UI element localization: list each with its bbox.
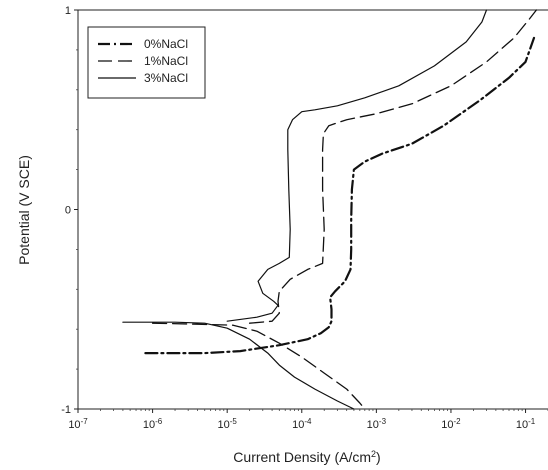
y-axis-title: Potential (V SCE) xyxy=(16,155,32,265)
series-line-0 xyxy=(144,36,536,355)
x-tick-label: 10-4 xyxy=(292,417,312,432)
axes: 10-7 10-6 10-5 10-4 10-3 10-2 10-110-1 xyxy=(61,5,548,431)
legend: 0%NaCl 1%NaCl 3%NaCl xyxy=(87,26,206,99)
x-tick-label: 10-7 xyxy=(68,417,88,432)
legend-label: 3%NaCl xyxy=(144,71,188,85)
legend-label: 1%NaCl xyxy=(144,54,188,68)
x-tick-label: 10-1 xyxy=(516,417,536,432)
legend-label: 0%NaCl xyxy=(144,37,188,51)
series-line-1 xyxy=(151,322,366,410)
y-tick-label: -1 xyxy=(61,404,71,416)
y-tick-label: 0 xyxy=(65,205,71,217)
legend-box xyxy=(87,26,206,99)
series-line-2 xyxy=(122,321,355,410)
x-tick-label: 10-6 xyxy=(143,417,163,432)
x-axis-title: Current Density (A/cm2) xyxy=(233,449,380,465)
x-tick-label: 10-2 xyxy=(441,417,461,432)
series-line-3 xyxy=(226,9,488,322)
series-line-4 xyxy=(248,9,538,324)
x-tick-label: 10-3 xyxy=(367,417,387,432)
series-layer xyxy=(122,9,538,410)
x-tick-label: 10-5 xyxy=(217,417,237,432)
y-tick-label: 1 xyxy=(65,5,71,17)
